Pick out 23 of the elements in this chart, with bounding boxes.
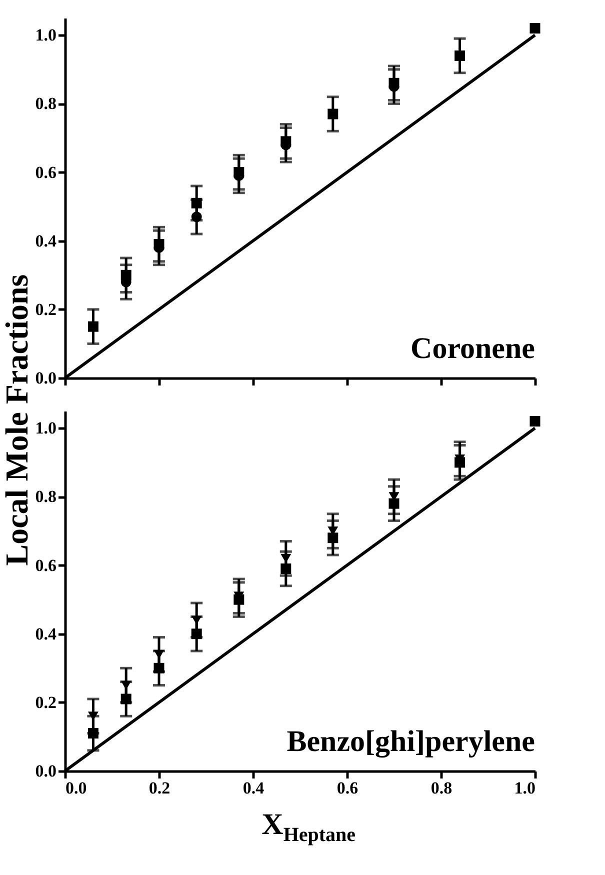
y-tick-label: 0.0 xyxy=(34,762,56,780)
y-tick-label: 0.4 xyxy=(34,231,57,250)
y-tick-label: 0.8 xyxy=(34,94,56,114)
x-tick-label: 1.0 xyxy=(514,778,536,798)
point xyxy=(529,23,540,34)
y-tick-label: 1.0 xyxy=(34,418,56,438)
y-tick-label: 0.2 xyxy=(34,300,56,319)
y-tick-label: 0.4 xyxy=(34,624,57,644)
x-tick-label: 0.2 xyxy=(148,778,170,798)
annotation: Coronene xyxy=(410,332,535,365)
y-tick-label: 1.0 xyxy=(34,26,56,45)
x-tick-label: 0.6 xyxy=(336,778,358,798)
x-tick-label: 0.4 xyxy=(242,778,264,798)
y-tick-label: 0.6 xyxy=(34,556,56,575)
y-tick-label: 0.6 xyxy=(34,162,56,182)
x-tick-label: 0.0 xyxy=(65,778,86,798)
annotation: Benzo[ghi]perylene xyxy=(286,725,535,758)
y-tick-label: 0.0 xyxy=(34,368,56,388)
y-tick-label: 0.8 xyxy=(34,487,56,506)
x-tick-label: 0.8 xyxy=(430,778,452,798)
x-axis-title: X$_{Heptane}$ xyxy=(260,808,357,847)
y-axis-title: Local Mole Fractions xyxy=(0,274,36,566)
y-tick-label: 0.2 xyxy=(34,692,56,712)
